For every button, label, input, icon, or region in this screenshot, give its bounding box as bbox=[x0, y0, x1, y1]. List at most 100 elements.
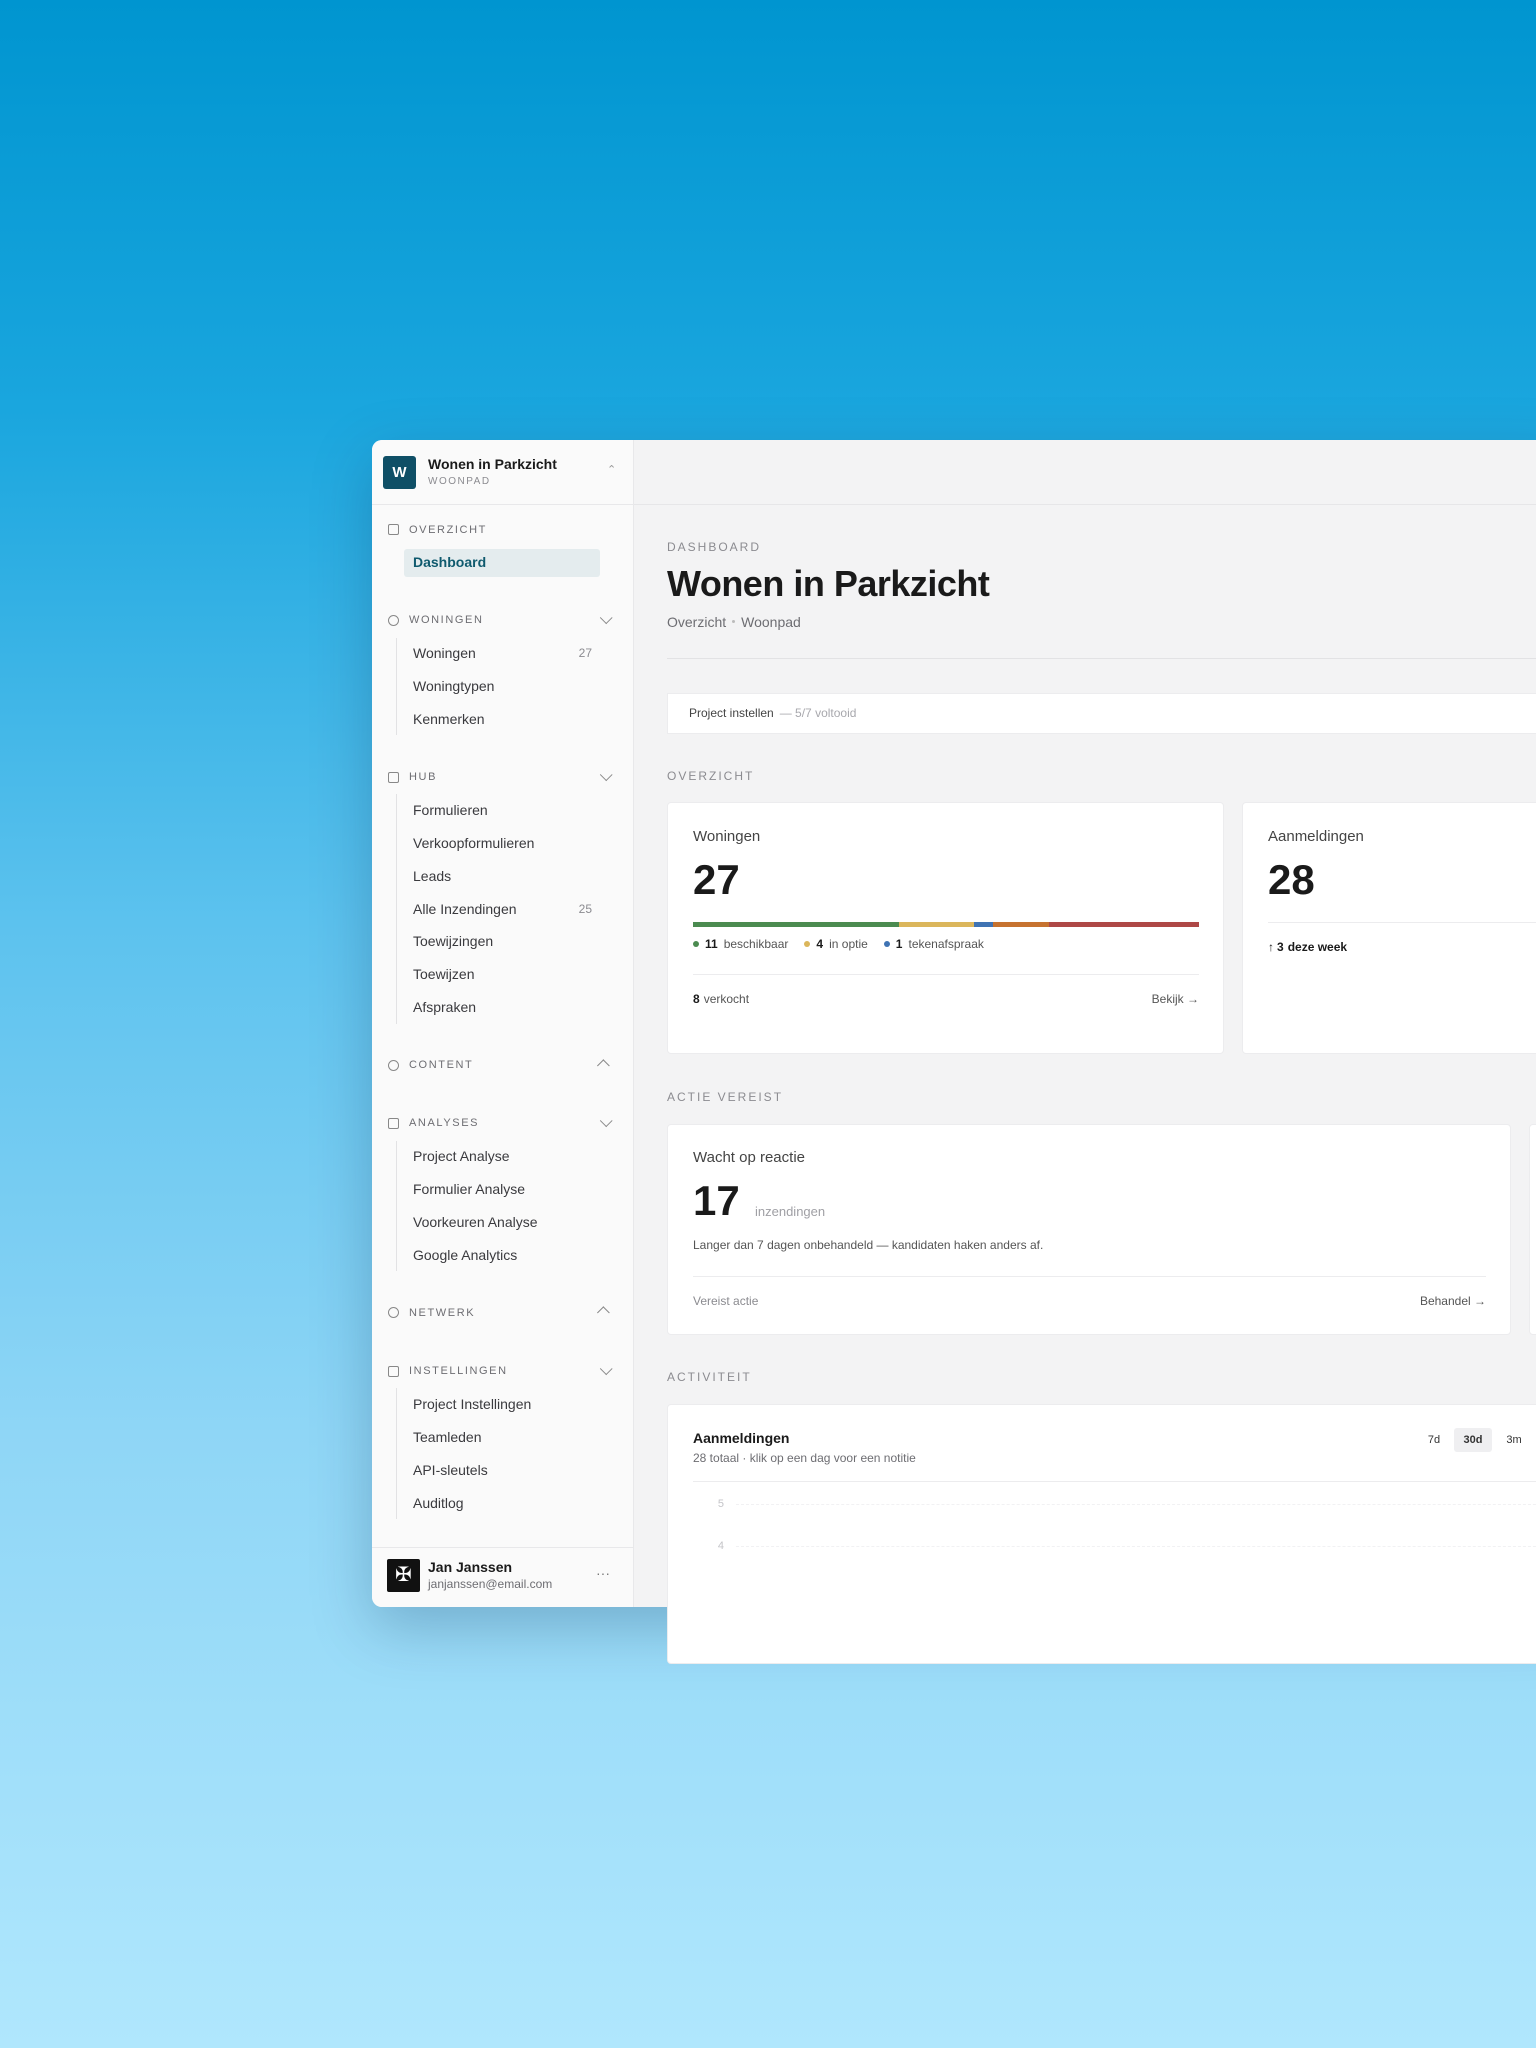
nav-item[interactable]: Woningen bbox=[413, 645, 476, 662]
delta-arrow: ↑ bbox=[1268, 939, 1274, 954]
legend-dot bbox=[883, 941, 890, 947]
status-bar-segment bbox=[992, 922, 1050, 927]
card-unit: inzendingen bbox=[755, 1204, 826, 1220]
section-title[interactable]: ANALYSES bbox=[409, 1117, 480, 1130]
divider bbox=[667, 658, 1536, 659]
nav-guide bbox=[396, 794, 397, 1024]
section-title[interactable]: HUB bbox=[409, 770, 438, 783]
user-menu[interactable]: ··· bbox=[596, 1565, 610, 1581]
switcher-icon[interactable]: ⌃ bbox=[607, 464, 617, 476]
section-title[interactable]: CONTENT bbox=[409, 1059, 474, 1072]
chart-subtitle: 28 totaal · klik op een dag voor een not… bbox=[693, 1450, 916, 1465]
nav-item[interactable]: Formulieren bbox=[413, 801, 488, 818]
sidebar bbox=[372, 440, 634, 1607]
nav-item[interactable]: Project Instellingen bbox=[413, 1395, 532, 1412]
card-title: Woningen bbox=[693, 828, 761, 845]
nav-guide bbox=[396, 1140, 397, 1272]
section-icon bbox=[388, 1307, 399, 1319]
nav-guide bbox=[396, 1388, 397, 1519]
nav-item[interactable]: Toewijzen bbox=[413, 966, 475, 983]
grid-line bbox=[736, 1504, 1536, 1505]
section-heading: ACTIVITEIT bbox=[667, 1369, 752, 1384]
card bbox=[667, 1404, 1536, 1664]
nav-item[interactable]: Toewijzingen bbox=[413, 933, 494, 950]
section-heading: OVERZICHT bbox=[667, 768, 755, 783]
footer-label: verkocht bbox=[703, 991, 750, 1006]
status-bar-segment bbox=[899, 922, 975, 927]
range-button[interactable]: 3m bbox=[1506, 1434, 1522, 1446]
section-icon bbox=[388, 771, 399, 783]
card-title: Wacht op reactie bbox=[693, 1149, 805, 1166]
setup-progress: — 5/7 voltooid bbox=[779, 705, 857, 720]
section-title: OVERZICHT bbox=[409, 523, 487, 536]
footer-value: 8 bbox=[693, 991, 700, 1006]
card bbox=[667, 1124, 1511, 1335]
setup-banner[interactable] bbox=[667, 693, 1536, 734]
nav-item[interactable]: Google Analytics bbox=[413, 1246, 518, 1263]
chart-title: Aanmeldingen bbox=[693, 1429, 790, 1446]
card-title: Aanmeldingen bbox=[1268, 828, 1364, 845]
section-icon bbox=[388, 1365, 399, 1377]
eyebrow: DASHBOARD bbox=[667, 539, 762, 554]
nav-item[interactable]: Kenmerken bbox=[413, 711, 485, 728]
divider bbox=[693, 1276, 1486, 1277]
legend-dot bbox=[804, 941, 811, 947]
section-icon bbox=[388, 524, 399, 536]
nav-count: 27 bbox=[578, 646, 592, 661]
nav-item[interactable]: Formulier Analyse bbox=[413, 1181, 526, 1198]
status-bar-segment bbox=[1049, 922, 1199, 927]
section-icon bbox=[388, 1059, 399, 1071]
nav-item[interactable]: Project Analyse bbox=[413, 1148, 510, 1165]
delta-value: 3 bbox=[1277, 939, 1284, 954]
section-icon bbox=[388, 615, 399, 626]
section-icon bbox=[388, 1117, 399, 1129]
nav-item[interactable]: API-sleutels bbox=[413, 1461, 488, 1478]
status-bar-segment bbox=[974, 922, 993, 927]
card-link[interactable]: Bekijk → bbox=[1151, 991, 1199, 1006]
logo: W bbox=[383, 456, 416, 489]
grid-line bbox=[736, 1546, 1536, 1547]
nav-item[interactable]: Voorkeuren Analyse bbox=[413, 1214, 538, 1231]
breadcrumb[interactable]: Overzicht bbox=[667, 613, 727, 630]
divider bbox=[634, 504, 1536, 505]
nav-item[interactable]: Teamleden bbox=[413, 1428, 482, 1445]
card bbox=[1529, 1124, 1536, 1335]
nav-item[interactable]: Dashboard bbox=[413, 554, 487, 571]
setup-label: Project instellen bbox=[689, 705, 774, 720]
divider bbox=[1268, 922, 1536, 923]
legend-value: 4 bbox=[816, 936, 824, 951]
card bbox=[667, 802, 1224, 1054]
avatar: ✠ bbox=[387, 1559, 420, 1592]
nav-item[interactable]: Auditlog bbox=[413, 1494, 464, 1511]
card-link[interactable]: Behandel → bbox=[1419, 1293, 1486, 1308]
nav-item[interactable]: Afspraken bbox=[413, 999, 477, 1016]
card-value: 27 bbox=[693, 855, 740, 903]
nav-item[interactable]: Woningtypen bbox=[413, 678, 495, 695]
legend-label: beschikbaar bbox=[723, 936, 789, 951]
status-bar-segment bbox=[693, 922, 900, 927]
workspace-subtitle: WOONPAD bbox=[428, 476, 491, 487]
nav-item[interactable]: Leads bbox=[413, 867, 452, 884]
card-value: 28 bbox=[1268, 855, 1315, 903]
divider bbox=[372, 504, 633, 505]
card-value: 17 bbox=[693, 1176, 740, 1224]
range-button[interactable]: 7d bbox=[1427, 1434, 1441, 1446]
active-indicator bbox=[404, 548, 600, 577]
card-description: Langer dan 7 dagen onbehandeld — kandida… bbox=[693, 1237, 1044, 1252]
nav-item[interactable]: Alle Inzendingen bbox=[413, 900, 517, 917]
y-tick-label: 4 bbox=[717, 1540, 724, 1552]
divider bbox=[693, 974, 1199, 975]
breadcrumb[interactable]: Woonpad bbox=[741, 613, 801, 630]
legend-label: in optie bbox=[829, 936, 868, 951]
nav-item[interactable]: Verkoopformulieren bbox=[413, 834, 535, 851]
section-title[interactable]: INSTELLINGEN bbox=[409, 1364, 508, 1377]
legend-value: 11 bbox=[705, 936, 718, 951]
workspace-name: Wonen in Parkzicht bbox=[428, 455, 557, 472]
section-title[interactable]: NETWERK bbox=[409, 1306, 476, 1319]
legend-value: 1 bbox=[895, 936, 903, 951]
section-title[interactable]: WONINGEN bbox=[409, 614, 484, 627]
y-tick-label: 5 bbox=[717, 1498, 724, 1510]
page-title: Wonen in Parkzicht bbox=[667, 563, 990, 605]
range-button[interactable]: 30d bbox=[1463, 1434, 1483, 1446]
